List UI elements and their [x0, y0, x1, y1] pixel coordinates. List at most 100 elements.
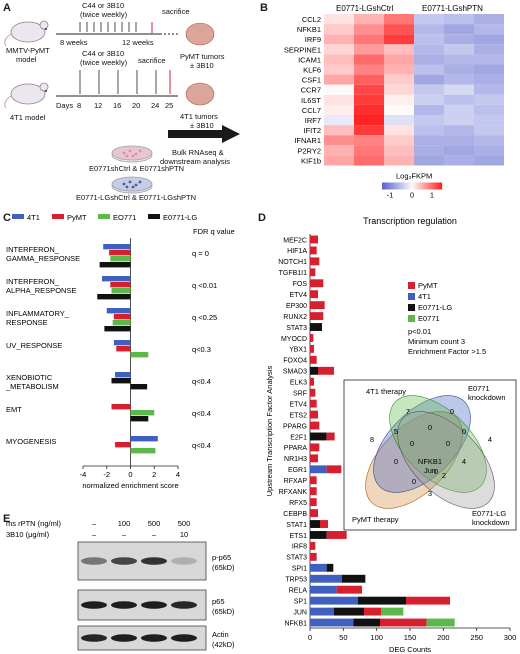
heatmap-legend-swatch: [407, 182, 410, 190]
svg-text:12: 12: [94, 101, 102, 110]
heatmap-row-label: IRF7: [305, 116, 321, 125]
heatmap-legend-swatch: [436, 182, 438, 190]
heatmap-legend-tick: -1: [387, 191, 394, 200]
row2-value: –: [122, 530, 127, 539]
bar-4t1: [310, 596, 358, 605]
blot-band: [111, 557, 137, 565]
heatmap-cell: [474, 155, 504, 166]
heatmap-row-label: NFKB1: [297, 25, 321, 34]
bar-pymt: [310, 279, 324, 288]
heatmap-row-label: IFNAR1: [294, 136, 321, 145]
x-tick-label: 200: [437, 633, 450, 642]
heatmap-cell: [474, 44, 504, 55]
legend-swatch-pymt: [52, 214, 64, 219]
day-ticks: 8 12 16 20 24 25: [77, 101, 173, 110]
panel-letter-d: D: [258, 212, 266, 224]
legend-label-pymt: PyMT: [418, 281, 438, 290]
x-tick-label: 2: [152, 470, 156, 479]
heatmap-legend-swatch: [424, 182, 426, 190]
row2-value: 10: [180, 530, 188, 539]
tf-label: STAT1: [286, 522, 307, 529]
venn-count: 5: [394, 427, 398, 436]
venn-count: 0: [410, 439, 414, 448]
bar-pymt: [310, 268, 316, 277]
bar-pymt: [380, 618, 427, 627]
bar-4t1: [106, 308, 131, 314]
heatmap-cell: [414, 155, 444, 166]
legend-label-4t1: 4T1: [27, 213, 40, 222]
heatmap-cell: [324, 14, 354, 25]
panel-letter-e: E: [3, 513, 11, 525]
bar-e0771: [381, 607, 404, 616]
heatmap-cell: [384, 115, 414, 126]
tf-label: STAT3: [286, 555, 307, 562]
venn-center-label: Jun: [424, 466, 436, 475]
venn-count: 0: [446, 439, 450, 448]
heatmap-cell: [354, 125, 384, 136]
heatmap-cell: [324, 94, 354, 105]
tf-label: FOS: [293, 281, 308, 288]
heatmap-row-label: P2RY2: [297, 146, 321, 155]
blot-size: (65kD): [212, 607, 235, 616]
bar-pymt: [110, 282, 131, 288]
fdr-header: FDR q value: [193, 227, 235, 236]
heatmap-cell: [384, 44, 414, 55]
tf-label: YBX1: [289, 347, 307, 354]
arrow-icon: [168, 125, 240, 143]
heatmap-cell: [384, 94, 414, 105]
fdr-value: q<0.4: [192, 441, 211, 450]
bar-e0771-lg: [99, 262, 131, 268]
heatmap-legend-swatch: [431, 182, 434, 190]
bar-e0771-lg: [310, 520, 320, 528]
bar-e0771-lg: [130, 416, 149, 422]
heatmap-cell: [444, 14, 474, 25]
heatmap-cell: [384, 64, 414, 75]
legend-swatch-e0771-lg: [148, 214, 160, 219]
tf-label: FOXO4: [283, 358, 307, 365]
bar-pymt: [310, 509, 318, 518]
venn-count: 0: [428, 423, 432, 432]
bar-pymt: [406, 596, 450, 605]
blot-band: [171, 634, 197, 642]
bar-pymt: [109, 250, 131, 256]
pathway-label: INFLAMMATORY_: [6, 309, 70, 318]
tumor1-icon: [185, 22, 215, 46]
tf-label: RFXAP: [284, 478, 308, 485]
row1-value: 500: [178, 519, 191, 528]
pathway-label: INTERFERON_: [6, 277, 60, 286]
heatmap-legend-swatch: [382, 182, 384, 190]
bar-4t1: [130, 436, 158, 442]
bar-e0771-lg: [310, 432, 327, 441]
heatmap-row-label: CSF1: [302, 76, 321, 85]
tf-label: MEF2C: [283, 237, 307, 244]
svg-text:24: 24: [151, 101, 159, 110]
tf-label: PPARA: [284, 445, 308, 452]
tf-label: JUN: [293, 609, 307, 616]
bar-e0771-lg: [342, 574, 366, 583]
panel-c-chart: 4T1 PyMT EO771 E0771-LG FDR q value -4 -2 0 2 4 no…: [5, 213, 235, 490]
heatmap-col-header-ptn: E0771-LGshPTN: [422, 4, 483, 13]
heatmap-legend-swatch: [403, 182, 405, 190]
bar-pymt: [310, 388, 316, 397]
venn-frame: [343, 379, 517, 531]
svg-text:8: 8: [77, 101, 81, 110]
tf-label: ELK3: [290, 380, 307, 387]
heatmap-cell: [384, 24, 414, 35]
heatmap-legend-swatch: [437, 182, 440, 190]
heatmap-cell: [324, 34, 354, 45]
heatmap-cell: [444, 44, 474, 55]
bar-4t1: [310, 574, 342, 583]
bar-pymt: [310, 410, 318, 419]
x-tick-label: 300: [504, 633, 517, 642]
mouse-icon: [4, 82, 49, 109]
heatmap-cell: [474, 145, 504, 156]
heatmap-legend-swatch: [409, 182, 411, 190]
bar-4t1: [113, 340, 131, 346]
bar-eo771: [130, 410, 155, 416]
heatmap-cell: [444, 84, 474, 95]
heatmap-row-label: ICAM1: [298, 55, 321, 64]
venn-count: 7: [406, 407, 410, 416]
bar-pymt: [113, 314, 131, 320]
tf-label: RUNX2: [283, 314, 307, 321]
